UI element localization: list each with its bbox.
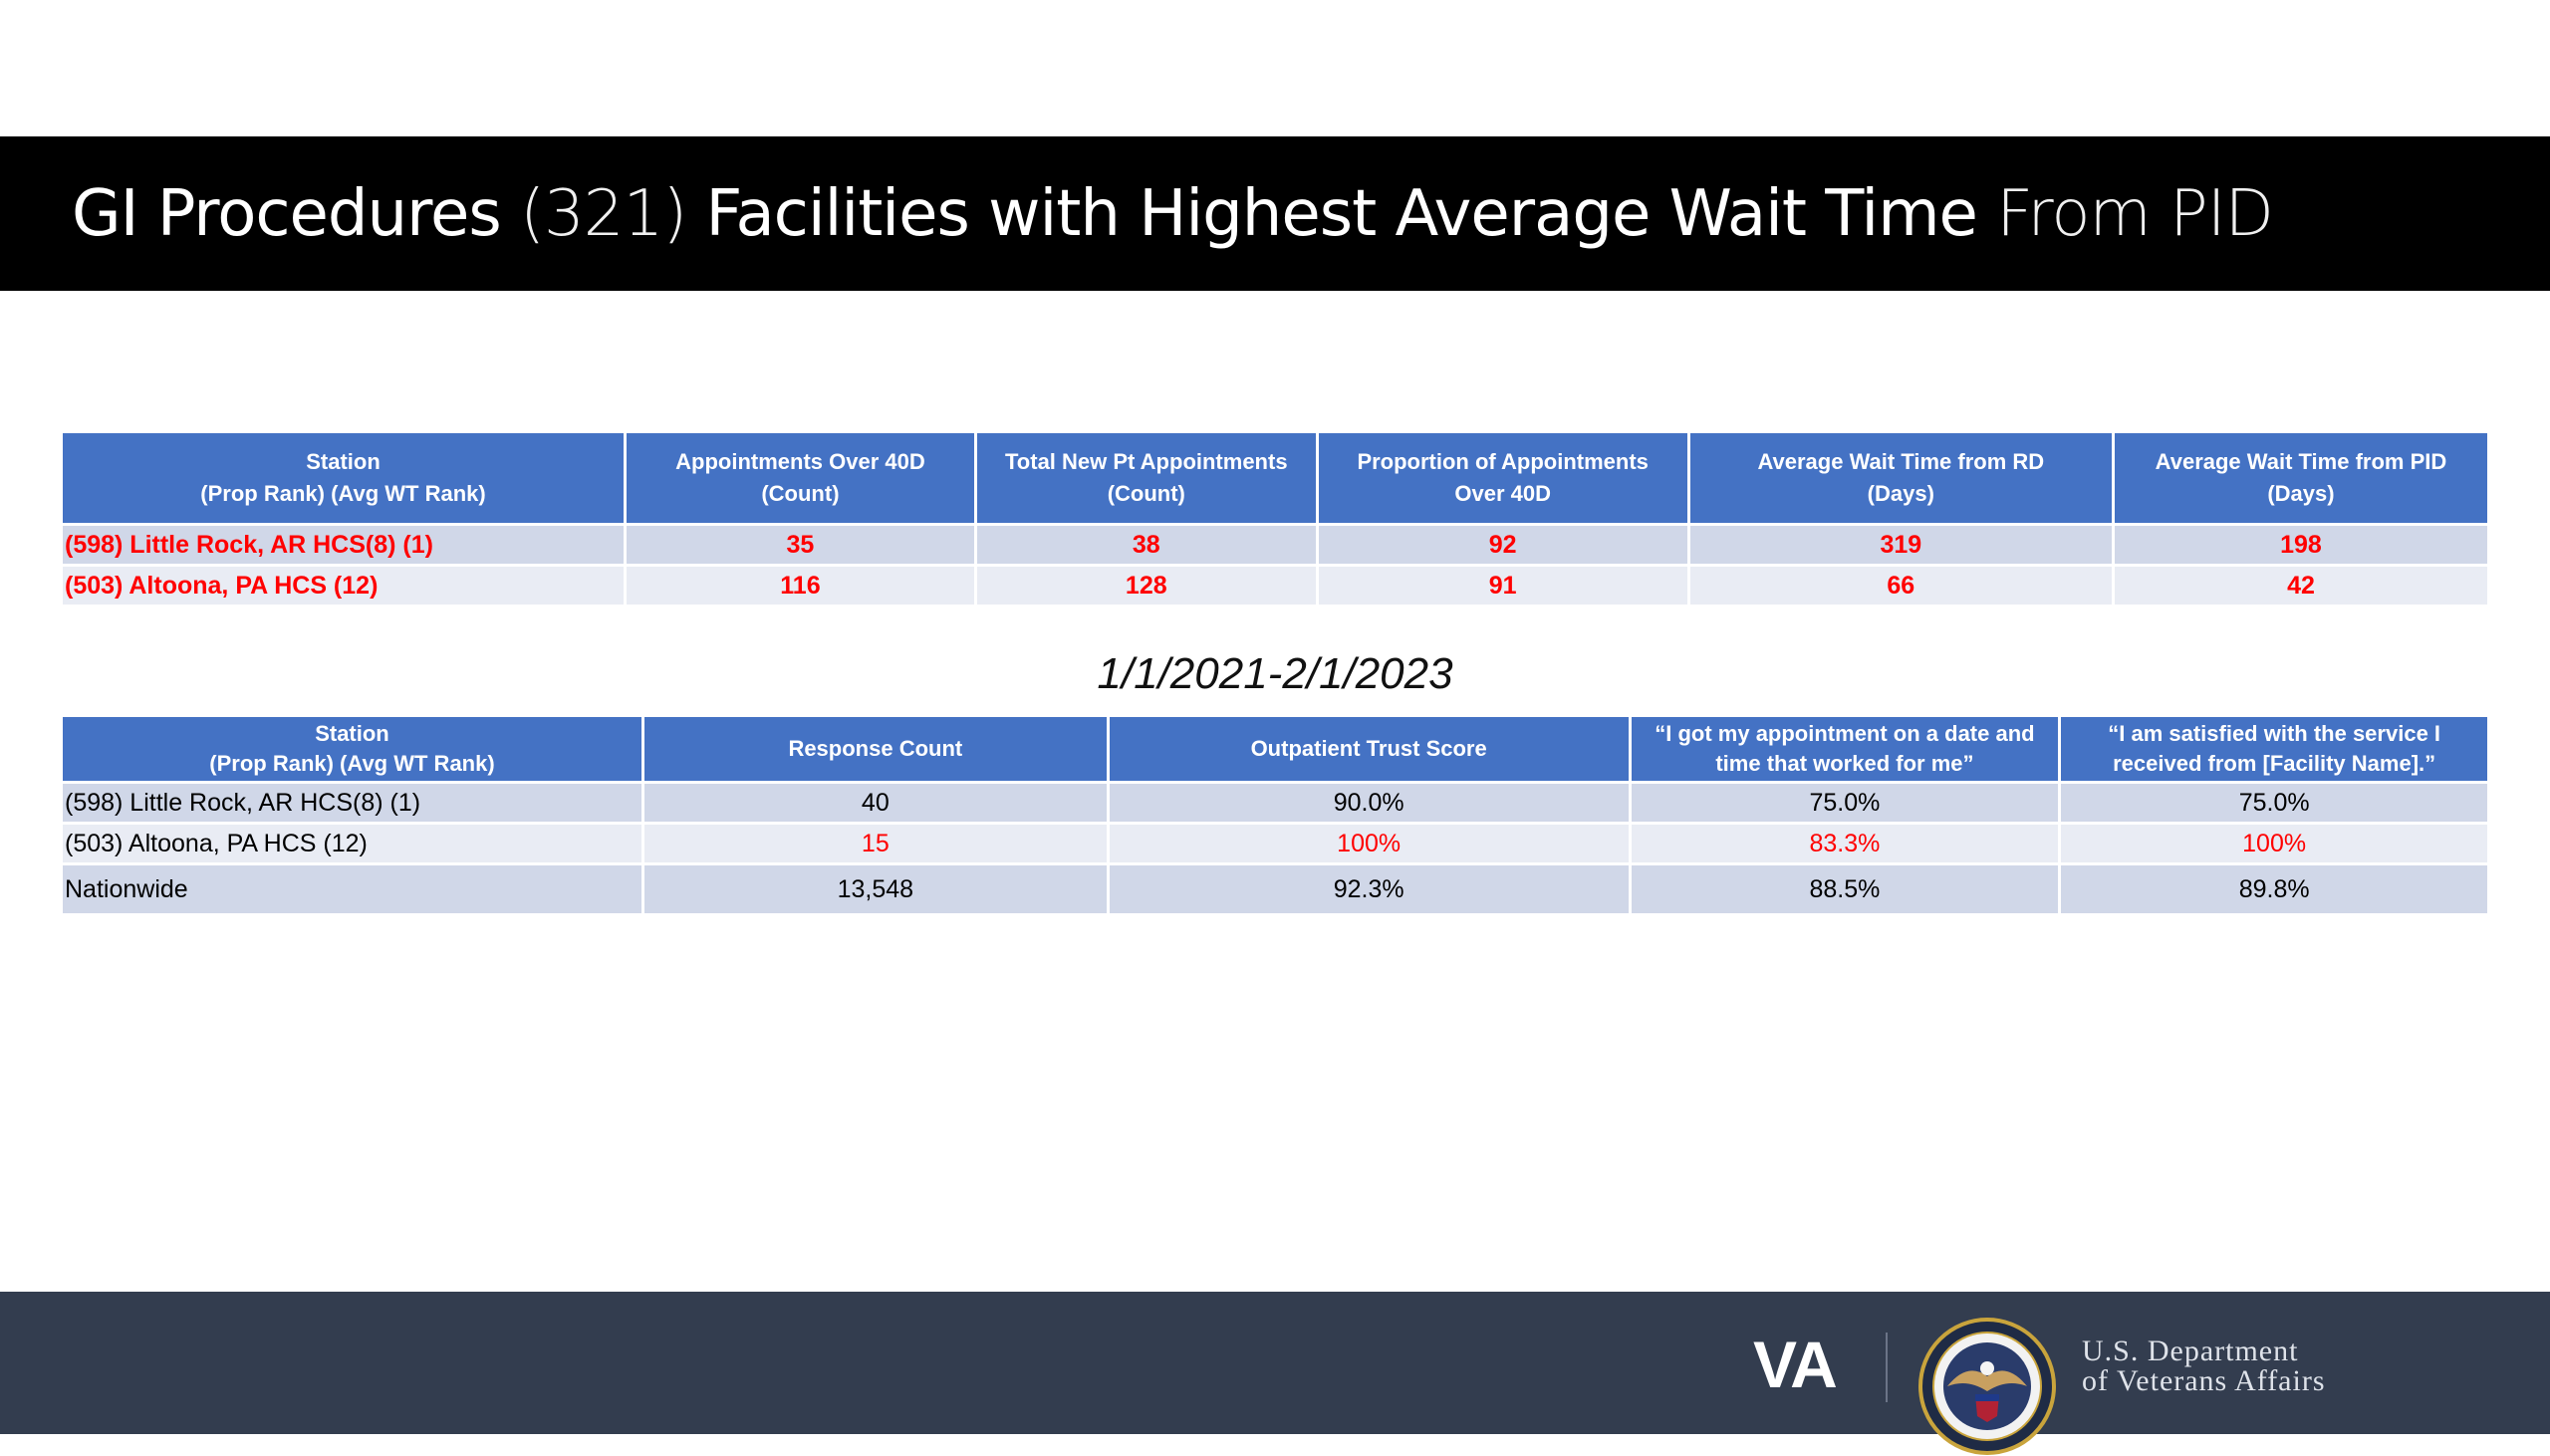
- wait-time-table: Station (Prop Rank) (Avg WT Rank) Appoint…: [60, 430, 2490, 607]
- va-seal-icon: [1918, 1318, 2056, 1455]
- table-row: (598) Little Rock, AR HCS(8) (1) 35 38 9…: [63, 526, 2487, 564]
- col-header-total-new-pt-appointments: Total New Pt Appointments (Count): [976, 433, 1316, 523]
- station-cell: (503) Altoona, PA HCS (12): [63, 567, 625, 605]
- col-header-avg-wait-pid: Average Wait Time from PID (Days): [2114, 433, 2487, 523]
- col-header-appointments-over-40d: Appointments Over 40D (Count): [627, 433, 974, 523]
- table-cell: 90.0%: [1109, 784, 1629, 822]
- table-cell: 92.3%: [1109, 865, 1629, 913]
- station-cell: (503) Altoona, PA HCS (12): [63, 825, 641, 862]
- footer: [0, 1292, 2550, 1434]
- table-cell: 66: [1689, 567, 2112, 605]
- table-cell: 15: [643, 825, 1107, 862]
- title-bar: GI Procedures (321) Facilities with High…: [0, 136, 2550, 291]
- station-cell: (598) Little Rock, AR HCS(8) (1): [63, 526, 625, 564]
- table-cell: 75.0%: [1631, 784, 2059, 822]
- table-cell: 75.0%: [2061, 784, 2487, 822]
- table-row: Nationwide 13,548 92.3% 88.5% 89.8%: [63, 865, 2487, 913]
- table-cell: 91: [1318, 567, 1687, 605]
- page-title: GI Procedures (321) Facilities with High…: [72, 176, 2274, 251]
- survey-table: Station (Prop Rank) (Avg WT Rank) Respons…: [60, 714, 2490, 916]
- table-cell: 116: [627, 567, 974, 605]
- table-header-row: Station (Prop Rank) (Avg WT Rank) Respons…: [63, 717, 2487, 781]
- footer-divider: [1886, 1333, 1888, 1402]
- table-cell: 89.8%: [2061, 865, 2487, 913]
- table-cell: 100%: [1109, 825, 1629, 862]
- title-part2: (321): [520, 176, 706, 251]
- station-cell: Nationwide: [63, 865, 641, 913]
- col-header-avg-wait-rd: Average Wait Time from RD (Days): [1689, 433, 2112, 523]
- va-logo: VA: [1753, 1328, 1838, 1401]
- table-cell: 42: [2114, 567, 2487, 605]
- col-header-trust-score: Outpatient Trust Score: [1109, 717, 1629, 781]
- table-cell: 35: [627, 526, 974, 564]
- col-header-station: Station (Prop Rank) (Avg WT Rank): [63, 433, 625, 523]
- table-header-row: Station (Prop Rank) (Avg WT Rank) Appoint…: [63, 433, 2487, 523]
- table-cell: 198: [2114, 526, 2487, 564]
- col-header-proportion-over-40d: Proportion of Appointments Over 40D: [1318, 433, 1687, 523]
- department-name: U.S. Department of Veterans Affairs: [2082, 1335, 2326, 1397]
- station-cell: (598) Little Rock, AR HCS(8) (1): [63, 784, 641, 822]
- table-cell: 83.3%: [1631, 825, 2059, 862]
- table-cell: 92: [1318, 526, 1687, 564]
- col-header-response-count: Response Count: [643, 717, 1107, 781]
- table-row: (503) Altoona, PA HCS (12) 116 128 91 66…: [63, 567, 2487, 605]
- table-cell: 319: [1689, 526, 2112, 564]
- table-row: (598) Little Rock, AR HCS(8) (1) 40 90.0…: [63, 784, 2487, 822]
- table-cell: 128: [976, 567, 1316, 605]
- table-row: (503) Altoona, PA HCS (12) 15 100% 83.3%…: [63, 825, 2487, 862]
- table-cell: 100%: [2061, 825, 2487, 862]
- date-range: 1/1/2021-2/1/2023: [1097, 649, 1453, 698]
- table-cell: 40: [643, 784, 1107, 822]
- table-cell: 38: [976, 526, 1316, 564]
- col-header-station: Station (Prop Rank) (Avg WT Rank): [63, 717, 641, 781]
- table-cell: 88.5%: [1631, 865, 2059, 913]
- table-cell: 13,548: [643, 865, 1107, 913]
- col-header-appointment-date-time: “I got my appointment on a date and time …: [1631, 717, 2059, 781]
- title-part4: From PID: [1996, 176, 2274, 251]
- title-part1: GI Procedures: [72, 176, 521, 251]
- title-part3: Facilities with Highest Average Wait Tim…: [705, 176, 1997, 251]
